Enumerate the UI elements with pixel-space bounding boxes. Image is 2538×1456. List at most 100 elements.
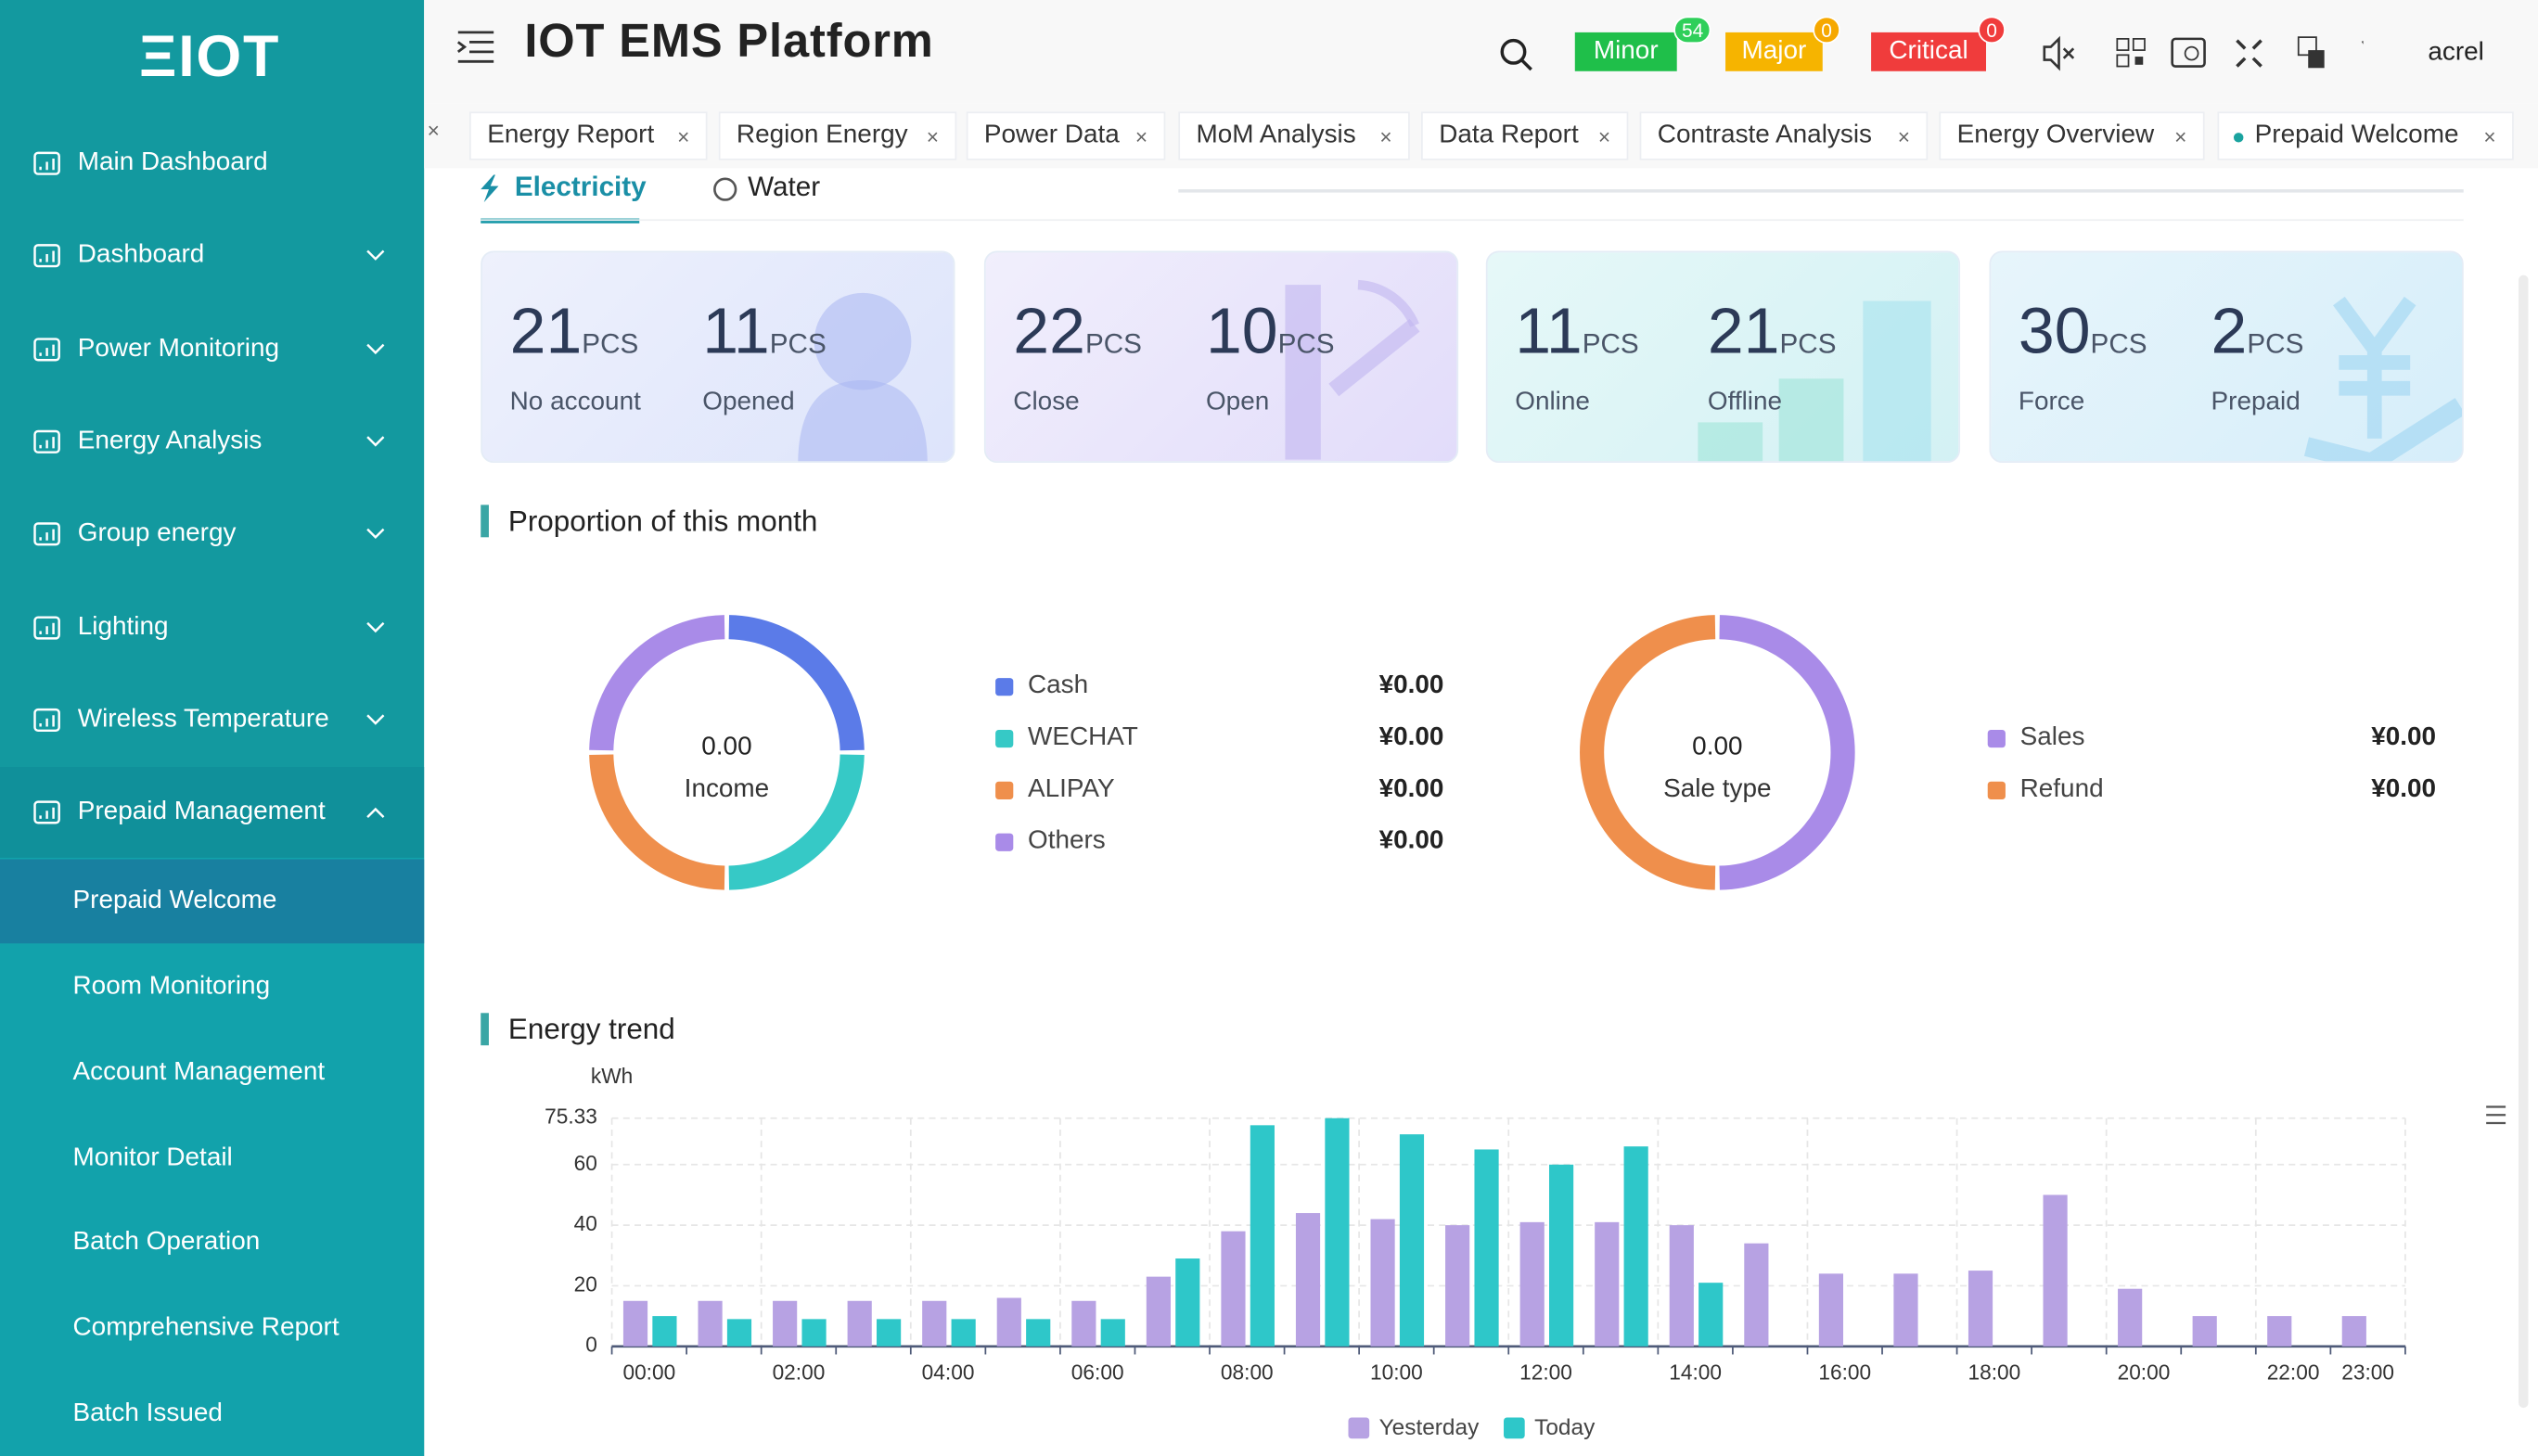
tab-label: Contraste Analysis (1657, 121, 1873, 149)
bar (1250, 1125, 1275, 1347)
menu-item[interactable]: Dashboard (0, 211, 424, 301)
tab-close[interactable]: × (1379, 123, 1392, 148)
donut-segment (1719, 615, 1855, 890)
submenu-item[interactable]: Prepaid Welcome (0, 859, 425, 944)
active-dot (2233, 133, 2244, 143)
donut-segment (728, 615, 865, 751)
legend-name: ALIPAY (1028, 773, 1115, 802)
app-title: IOT EMS Platform (524, 16, 934, 69)
tab[interactable]: Energy Report × (469, 111, 708, 160)
tab[interactable]: Contraste Analysis × (1639, 111, 1929, 160)
bar (1370, 1219, 1395, 1347)
card-illustration (2303, 296, 2462, 462)
menu-item[interactable]: Energy Analysis (0, 397, 424, 488)
menu-item[interactable]: Lighting (0, 582, 424, 673)
menu-item[interactable]: Main Dashboard (0, 118, 424, 209)
x-tick-label: 23:00 (2341, 1360, 2394, 1384)
alarm-count: 0 (1978, 16, 2006, 45)
bar (1146, 1276, 1171, 1347)
user-name[interactable]: acrel (2428, 38, 2484, 67)
bar (1519, 1221, 1545, 1347)
menu-item[interactable]: Prepaid Management (0, 767, 425, 858)
energy-tab[interactable]: Water (748, 171, 821, 203)
alarm-badge[interactable]: Minor (1574, 32, 1677, 71)
legend-name: WECHAT (1028, 722, 1138, 750)
section-title: Energy trend (481, 1013, 675, 1046)
legend-swatch (995, 678, 1014, 696)
stat-number: 11 (1515, 296, 1583, 368)
tab[interactable]: Power Data × (966, 111, 1166, 160)
legend-value: ¥0.00 (1379, 825, 1444, 854)
stat-card (983, 250, 1459, 464)
stat-value: 11PCS (1515, 296, 1638, 369)
stat-label: Opened (702, 388, 795, 416)
bar (1698, 1283, 1724, 1347)
tab-close[interactable]: × (2174, 123, 2187, 148)
tab[interactable]: Energy Overview × (1939, 111, 2205, 160)
menu-label: Power Monitoring (77, 335, 279, 363)
legend-name: Cash (1028, 670, 1088, 698)
submenu-item[interactable]: Room Monitoring (72, 972, 271, 1001)
stat-label: Open (1205, 388, 1270, 416)
tab[interactable]: MoM Analysis × (1178, 111, 1410, 160)
legend-value: ¥0.00 (2371, 722, 2436, 750)
tab-close[interactable]: × (677, 123, 690, 148)
donut-segment (1580, 615, 1716, 890)
bar (1175, 1258, 1200, 1347)
tab[interactable]: Data Report × (1421, 111, 1629, 160)
stat-label: Offline (1707, 388, 1783, 416)
submenu-item[interactable]: Account Management (72, 1058, 326, 1086)
legend-swatch (995, 781, 1014, 799)
menu-item[interactable]: Wireless Temperature (0, 675, 424, 766)
tab-close[interactable]: × (1597, 123, 1611, 148)
stat-card (1485, 250, 1961, 464)
menu-item[interactable]: Group energy (0, 489, 424, 580)
alarm-badge[interactable]: Critical (1871, 32, 1986, 71)
stat-label: Prepaid (2211, 388, 2301, 416)
submenu-item[interactable]: Batch Operation (72, 1228, 261, 1257)
donut-segment (589, 615, 725, 751)
bar (2341, 1316, 2366, 1347)
menu-toggle[interactable] (456, 29, 495, 64)
x-tick-label: 18:00 (1968, 1360, 2020, 1384)
tab[interactable]: Prepaid Welcome × (2217, 111, 2514, 160)
legend-swatch (1987, 781, 2006, 799)
bar (1818, 1273, 1844, 1347)
tab-close[interactable]: × (926, 123, 940, 148)
x-tick-label: 02:00 (773, 1360, 826, 1384)
donut-center-label: Sale type (1663, 773, 1771, 802)
submenu-item[interactable]: Monitor Detail (72, 1143, 233, 1172)
menu-label: Dashboard (77, 240, 205, 269)
menu-chevron (366, 807, 385, 819)
bar (622, 1300, 648, 1347)
stat-unit: PCS (1582, 328, 1639, 360)
bar (1325, 1118, 1350, 1347)
card-illustration (1698, 300, 1931, 462)
tab-scroll-close[interactable]: × (427, 118, 440, 143)
donut-segment (589, 754, 725, 890)
stat-unit: PCS (1779, 328, 1837, 360)
menu-item[interactable]: Power Monitoring (0, 304, 424, 395)
tab-label: Data Report (1439, 121, 1579, 149)
legend-swatch (1987, 729, 2006, 748)
alarm-badge[interactable]: Major (1725, 32, 1823, 71)
stat-value: 11PCS (702, 296, 826, 369)
chart-toolbox[interactable] (2486, 1105, 2506, 1125)
energy-tab[interactable]: Electricity (514, 171, 647, 203)
submenu-item[interactable]: Batch Issued (72, 1399, 223, 1428)
tab-close[interactable]: × (2483, 123, 2496, 148)
tab-close[interactable]: × (1897, 123, 1910, 148)
y-tick-label: 0 (585, 1333, 597, 1357)
stat-value: 10PCS (1206, 296, 1335, 369)
menu-label: Group energy (77, 519, 237, 547)
search-icon[interactable] (1499, 37, 1534, 72)
legend-label: Yesterday (1379, 1415, 1480, 1440)
menu-chevron (366, 436, 385, 447)
tab[interactable]: Region Energy × (718, 111, 957, 160)
submenu-item[interactable]: Comprehensive Report (72, 1313, 340, 1342)
stat-unit: PCS (769, 328, 827, 360)
tab-close[interactable]: × (1134, 123, 1148, 148)
tab-label: Energy Report (487, 121, 655, 149)
